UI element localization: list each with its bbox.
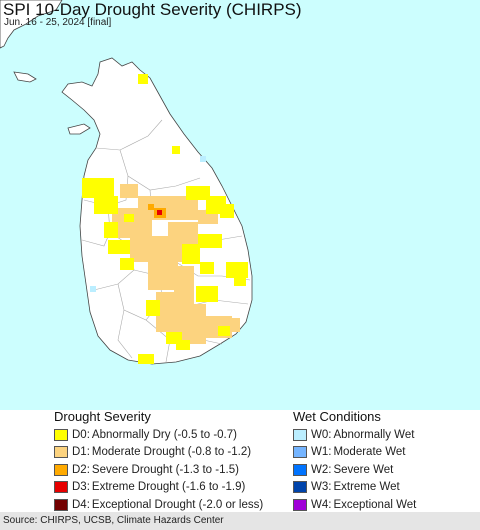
map-subtitle: Jun. 16 - 25, 2024 [final] <box>4 17 112 28</box>
legend-label-w2: Severe Wet <box>333 463 394 476</box>
legend-code-d1: D1: <box>72 446 90 459</box>
drought-d0-patches <box>82 74 248 364</box>
legend-swatch-w4 <box>293 498 307 511</box>
legend-label-d3: Extreme Drought (-1.6 to -1.9) <box>91 481 246 494</box>
drought-d3-patches <box>157 210 162 215</box>
drought-legend-heading: Drought Severity <box>54 409 151 424</box>
legend-swatch-d2 <box>54 463 68 476</box>
wet-legend: W0: Abnormally Wet W1: Moderate Wet W2: … <box>293 426 416 514</box>
mannar-island <box>67 123 91 135</box>
legend-swatch-w3 <box>293 481 307 494</box>
legend-label-d0: Abnormally Dry (-0.5 to -0.7) <box>91 428 237 441</box>
source-credit: Source: CHIRPS, UCSB, Climate Hazards Ce… <box>3 515 224 526</box>
legend-code-w4: W4: <box>311 498 332 511</box>
legend-item-d1: D1: Moderate Drought (-0.8 to -1.2) <box>54 444 263 462</box>
legend-label-w1: Moderate Wet <box>333 446 406 459</box>
legend-code-w1: W1: <box>311 446 332 459</box>
legend-code-w2: W2: <box>311 463 332 476</box>
legend-label-d2: Severe Drought (-1.3 to -1.5) <box>91 463 239 476</box>
legend-swatch-d3 <box>54 481 68 494</box>
legend-label-w0: Abnormally Wet <box>333 428 415 441</box>
legend-swatch-d1 <box>54 446 68 459</box>
legend-code-d4: D4: <box>72 498 90 511</box>
legend-code-w3: W3: <box>311 481 332 494</box>
drought-legend: D0: Abnormally Dry (-0.5 to -0.7) D1: Mo… <box>54 426 263 514</box>
map-title: SPI 10-Day Drought Severity (CHIRPS) <box>3 0 302 19</box>
legend-swatch-d4 <box>54 498 68 511</box>
legend-item-d3: D3: Extreme Drought (-1.6 to -1.9) <box>54 479 263 497</box>
legend-code-d2: D2: <box>72 463 90 476</box>
legend-item-w2: W2: Severe Wet <box>293 461 416 479</box>
legend-item-d0: D0: Abnormally Dry (-0.5 to -0.7) <box>54 426 263 444</box>
legend-item-d2: D2: Severe Drought (-1.3 to -1.5) <box>54 461 263 479</box>
footer-bar: Source: CHIRPS, UCSB, Climate Hazards Ce… <box>0 512 480 530</box>
legend-label-d1: Moderate Drought (-0.8 to -1.2) <box>91 446 252 459</box>
legend-item-w4: W4: Exceptional Wet <box>293 496 416 514</box>
legend-code-d3: D3: <box>72 481 90 494</box>
wet-legend-heading: Wet Conditions <box>293 409 381 424</box>
legend-label-d4: Exceptional Drought (-2.0 or less) <box>91 498 264 511</box>
rameswaram-island <box>13 71 37 83</box>
legend-item-w0: W0: Abnormally Wet <box>293 426 416 444</box>
legend-swatch-d0 <box>54 428 68 441</box>
wet-w0-patches <box>90 156 206 292</box>
legend-item-d4: D4: Exceptional Drought (-2.0 or less) <box>54 496 263 514</box>
legend-swatch-w0 <box>293 428 307 441</box>
legend-code-w0: W0: <box>311 428 332 441</box>
legend-label-w4: Exceptional Wet <box>333 498 417 511</box>
legend-label-w3: Extreme Wet <box>333 481 400 494</box>
legend-swatch-w1 <box>293 446 307 459</box>
india-coastline <box>0 0 63 49</box>
legend-swatch-w2 <box>293 463 307 476</box>
sea-background <box>0 0 480 410</box>
drought-map <box>0 0 480 410</box>
legend-code-d0: D0: <box>72 428 90 441</box>
legend-item-w3: W3: Extreme Wet <box>293 479 416 497</box>
drought-d1-patches <box>112 184 240 344</box>
legend-item-w1: W1: Moderate Wet <box>293 444 416 462</box>
